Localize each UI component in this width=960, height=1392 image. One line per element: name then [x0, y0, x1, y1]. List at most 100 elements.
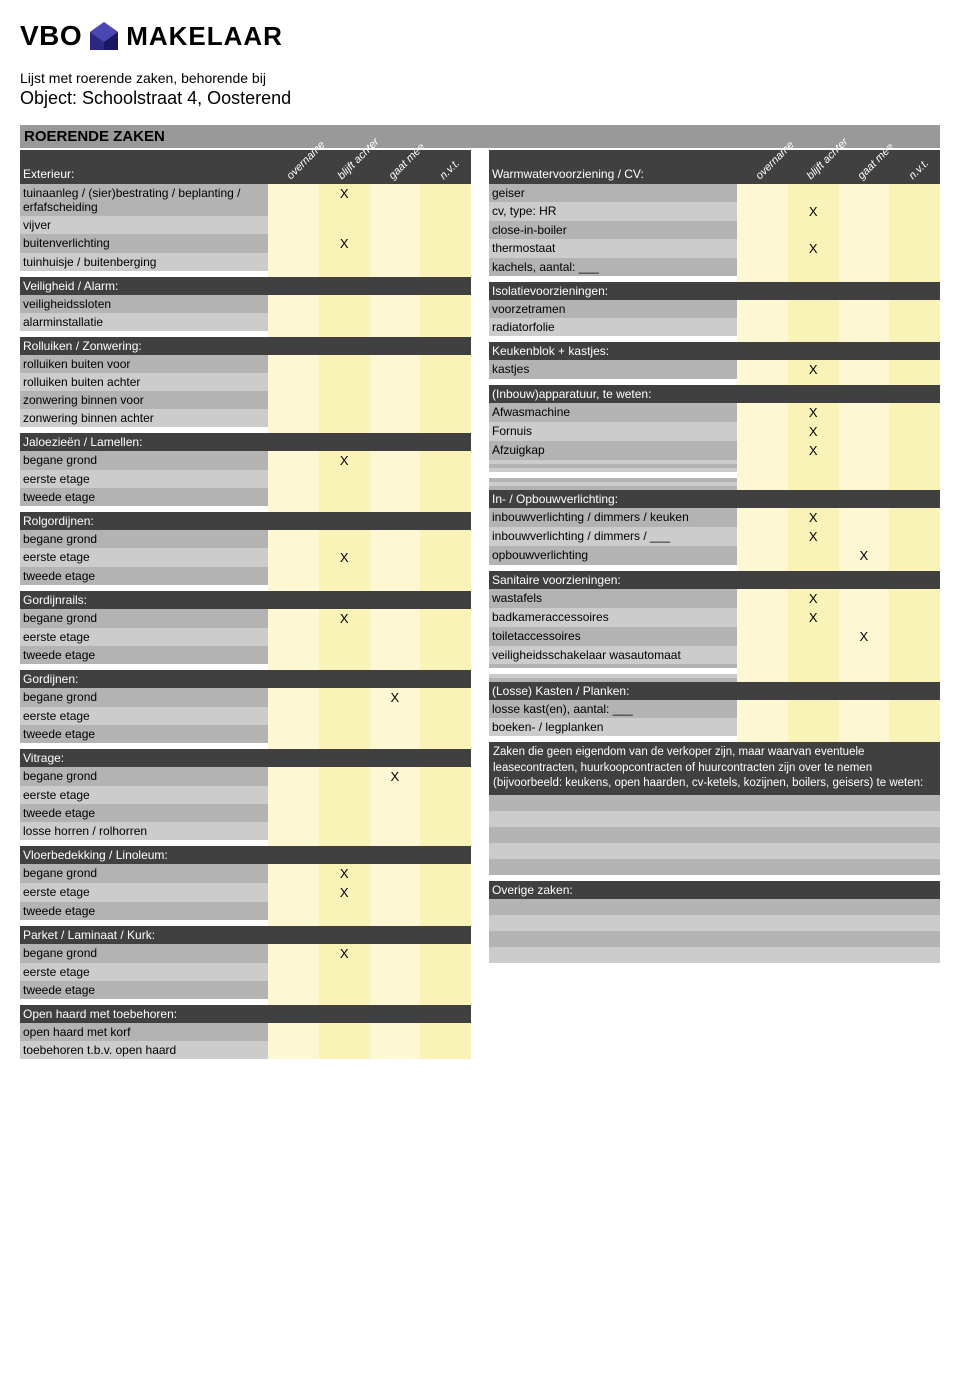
table-row: veiligheidssloten: [20, 295, 471, 313]
check-cell: [319, 963, 370, 981]
check-cell: [889, 508, 940, 527]
check-cell: [268, 804, 319, 822]
check-cell: [319, 355, 370, 373]
table-row: boeken- / legplanken: [489, 718, 940, 736]
check-cell: [370, 470, 421, 488]
blank-row: [489, 843, 940, 859]
right-table: Warmwatervoorziening / CV:overnameblijft…: [489, 150, 940, 963]
check-cell: [370, 864, 421, 883]
right-column: Warmwatervoorziening / CV:overnameblijft…: [489, 150, 940, 1059]
column-header: blijft achter: [788, 150, 839, 184]
check-cell: [420, 609, 471, 628]
table-row: tweede etage: [20, 725, 471, 743]
check-cell: [839, 608, 890, 627]
section-header: Vloerbedekking / Linoleum:: [20, 846, 471, 864]
check-cell: [370, 963, 421, 981]
subtitle-2: Object: Schoolstraat 4, Oosterend: [20, 88, 940, 109]
check-cell: [420, 822, 471, 840]
table-row: toebehoren t.b.v. open haard: [20, 1041, 471, 1059]
check-cell: [737, 700, 788, 718]
check-cell: [370, 295, 421, 313]
blank-row: [489, 795, 940, 811]
table-row: kastjesX: [489, 360, 940, 379]
check-cell: X: [370, 688, 421, 707]
table-header-row: Warmwatervoorziening / CV:overnameblijft…: [489, 150, 940, 184]
row-label: tweede etage: [20, 804, 268, 822]
row-label: geiser: [489, 184, 737, 202]
row-label: alarminstallatie: [20, 313, 268, 331]
blank-row: [489, 931, 940, 947]
check-cell: [370, 725, 421, 743]
check-cell: [889, 360, 940, 379]
check-cell: [268, 707, 319, 725]
blank-row: [489, 827, 940, 843]
check-cell: [370, 391, 421, 409]
table-row: begane grondX: [20, 864, 471, 883]
check-cell: [420, 409, 471, 427]
check-cell: [839, 508, 890, 527]
check-cell: X: [839, 546, 890, 565]
check-cell: [737, 360, 788, 379]
row-label: buitenverlichting: [20, 234, 268, 253]
check-cell: [319, 1041, 370, 1059]
row-label: begane grond: [20, 609, 268, 628]
check-cell: [319, 373, 370, 391]
page-title: ROERENDE ZAKEN: [20, 125, 940, 148]
row-label: tuinaanleg / (sier)bestrating / beplanti…: [20, 184, 268, 216]
column-header: gaat mee: [370, 150, 421, 184]
table-row: zonwering binnen voor: [20, 391, 471, 409]
check-cell: [420, 786, 471, 804]
check-cell: [788, 221, 839, 239]
check-cell: [319, 688, 370, 707]
check-cell: [839, 718, 890, 736]
check-cell: [268, 628, 319, 646]
row-label: eerste etage: [20, 883, 268, 902]
check-cell: [737, 239, 788, 258]
row-label: vijver: [20, 216, 268, 234]
check-cell: [370, 216, 421, 234]
check-cell: [737, 646, 788, 664]
check-cell: [788, 300, 839, 318]
check-cell: [788, 700, 839, 718]
table-row: FornuisX: [489, 422, 940, 441]
check-cell: [420, 184, 471, 216]
check-cell: X: [788, 422, 839, 441]
check-cell: [268, 313, 319, 331]
check-cell: [420, 530, 471, 548]
check-cell: X: [319, 234, 370, 253]
check-cell: [268, 822, 319, 840]
check-cell: X: [788, 608, 839, 627]
check-cell: [319, 804, 370, 822]
row-label: rolluiken buiten achter: [20, 373, 268, 391]
table-row: buitenverlichting X: [20, 234, 471, 253]
check-cell: [839, 258, 890, 276]
section-header: Vitrage:: [20, 749, 471, 767]
row-label: kachels, aantal: ___: [489, 258, 737, 276]
check-cell: [370, 646, 421, 664]
table-row: eerste etageX: [20, 883, 471, 902]
table-row: eerste etage: [20, 963, 471, 981]
check-cell: [370, 707, 421, 725]
table-row: voorzetramen: [489, 300, 940, 318]
check-cell: X: [788, 239, 839, 258]
check-cell: [319, 902, 370, 920]
section-header: Isolatievoorzieningen:: [489, 282, 940, 300]
table-row: eerste etage: [20, 628, 471, 646]
check-cell: X: [319, 548, 370, 567]
check-cell: [268, 963, 319, 981]
check-cell: [370, 786, 421, 804]
row-label: toiletaccessoires: [489, 627, 737, 646]
check-cell: X: [788, 441, 839, 460]
section-label: (Inbouw)apparatuur, te weten:: [489, 385, 940, 403]
row-label: tweede etage: [20, 488, 268, 506]
logo-house-icon: [88, 20, 120, 52]
check-cell: [268, 391, 319, 409]
section-header: Jaloezieën / Lamellen:: [20, 433, 471, 451]
row-label: kastjes: [489, 360, 737, 379]
table-row: tweede etage: [20, 646, 471, 664]
check-cell: [420, 707, 471, 725]
check-cell: [788, 627, 839, 646]
check-cell: [268, 184, 319, 216]
check-cell: [788, 646, 839, 664]
logo: VBO MAKELAAR: [20, 20, 940, 52]
